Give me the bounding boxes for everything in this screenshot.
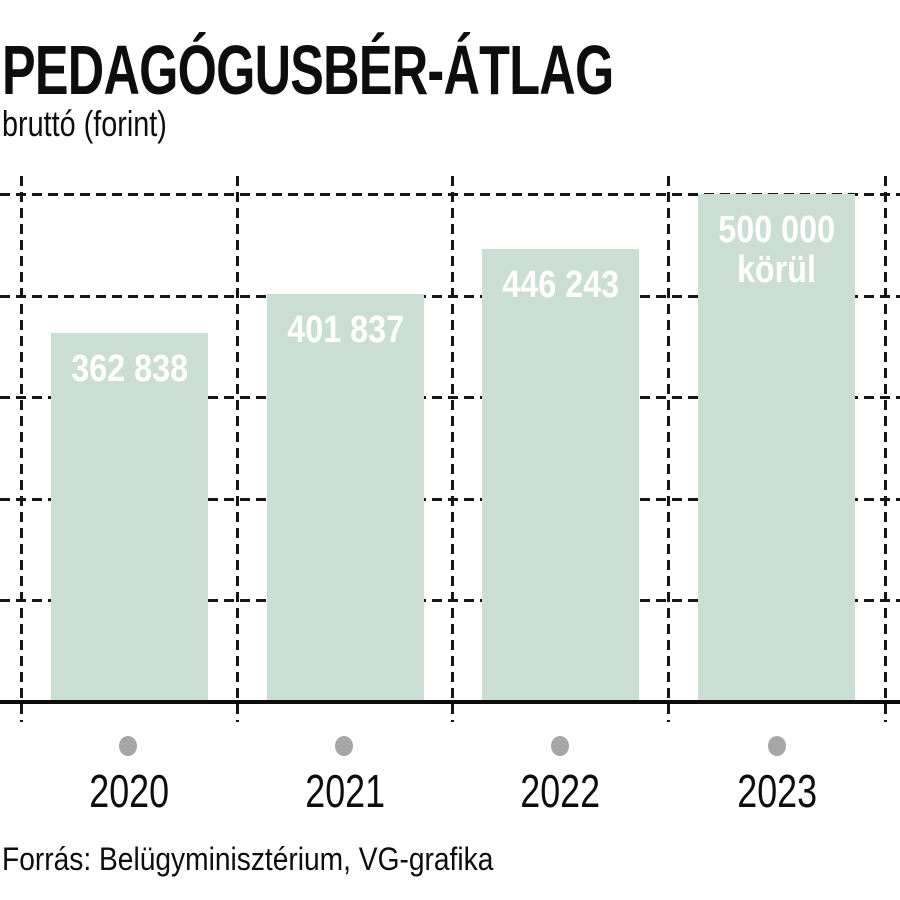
- gridline-horizontal-300000: [0, 396, 900, 399]
- bar-value-text: 401 837: [287, 309, 404, 351]
- axis-dot-2021: [335, 736, 353, 756]
- bar-value-label: 401 837: [267, 294, 424, 390]
- gridline-horizontal-200000: [0, 498, 900, 501]
- gridline-vertical-3: [451, 176, 454, 722]
- bar-value-text: 362 838: [71, 348, 188, 390]
- bar-value-label: 500 000 körül: [698, 194, 855, 290]
- gridline-vertical-1: [20, 176, 23, 722]
- x-tick-label-2022: 2022: [520, 765, 600, 817]
- bar-value-text: 500 000: [718, 209, 835, 251]
- axis-dot-2023: [768, 736, 786, 756]
- chart-subtitle: bruttó (forint): [2, 106, 208, 142]
- bar-value-text: 446 243: [502, 264, 619, 306]
- bar-value-text-line2: körül: [737, 249, 816, 291]
- gridline-horizontal-100000: [0, 599, 900, 602]
- gridline-horizontal-400000: [0, 295, 900, 298]
- axis-dot-2020: [119, 736, 137, 756]
- bar-2021: 401 837: [267, 294, 424, 701]
- axis-dot-2022: [551, 736, 569, 756]
- page-title-text: PEDAGÓGUSBÉR-ÁTLAG: [2, 31, 614, 109]
- bar-value-label: 362 838: [51, 333, 208, 429]
- gridline-vertical-5: [884, 176, 887, 722]
- page-title: PEDAGÓGUSBÉR-ÁTLAG: [2, 35, 851, 105]
- gridline-vertical-2: [236, 176, 239, 722]
- x-tick-label-2023: 2023: [737, 765, 817, 817]
- bar-2020: 362 838: [51, 333, 208, 701]
- chart-subtitle-text: bruttó (forint): [2, 103, 167, 144]
- bar-2023: 500 000 körül: [698, 194, 855, 701]
- gridline-horizontal-500000: [0, 193, 900, 196]
- x-tick-label-2020: 2020: [89, 765, 169, 817]
- bar-value-label: 446 243: [482, 249, 639, 345]
- gridline-vertical-4: [667, 176, 670, 722]
- x-tick-label-2021: 2021: [305, 765, 385, 817]
- bar-2022: 446 243: [482, 249, 639, 701]
- x-axis-line: [0, 700, 900, 704]
- source-credit: Forrás: Belügyminisztérium, VG-grafika: [2, 841, 494, 877]
